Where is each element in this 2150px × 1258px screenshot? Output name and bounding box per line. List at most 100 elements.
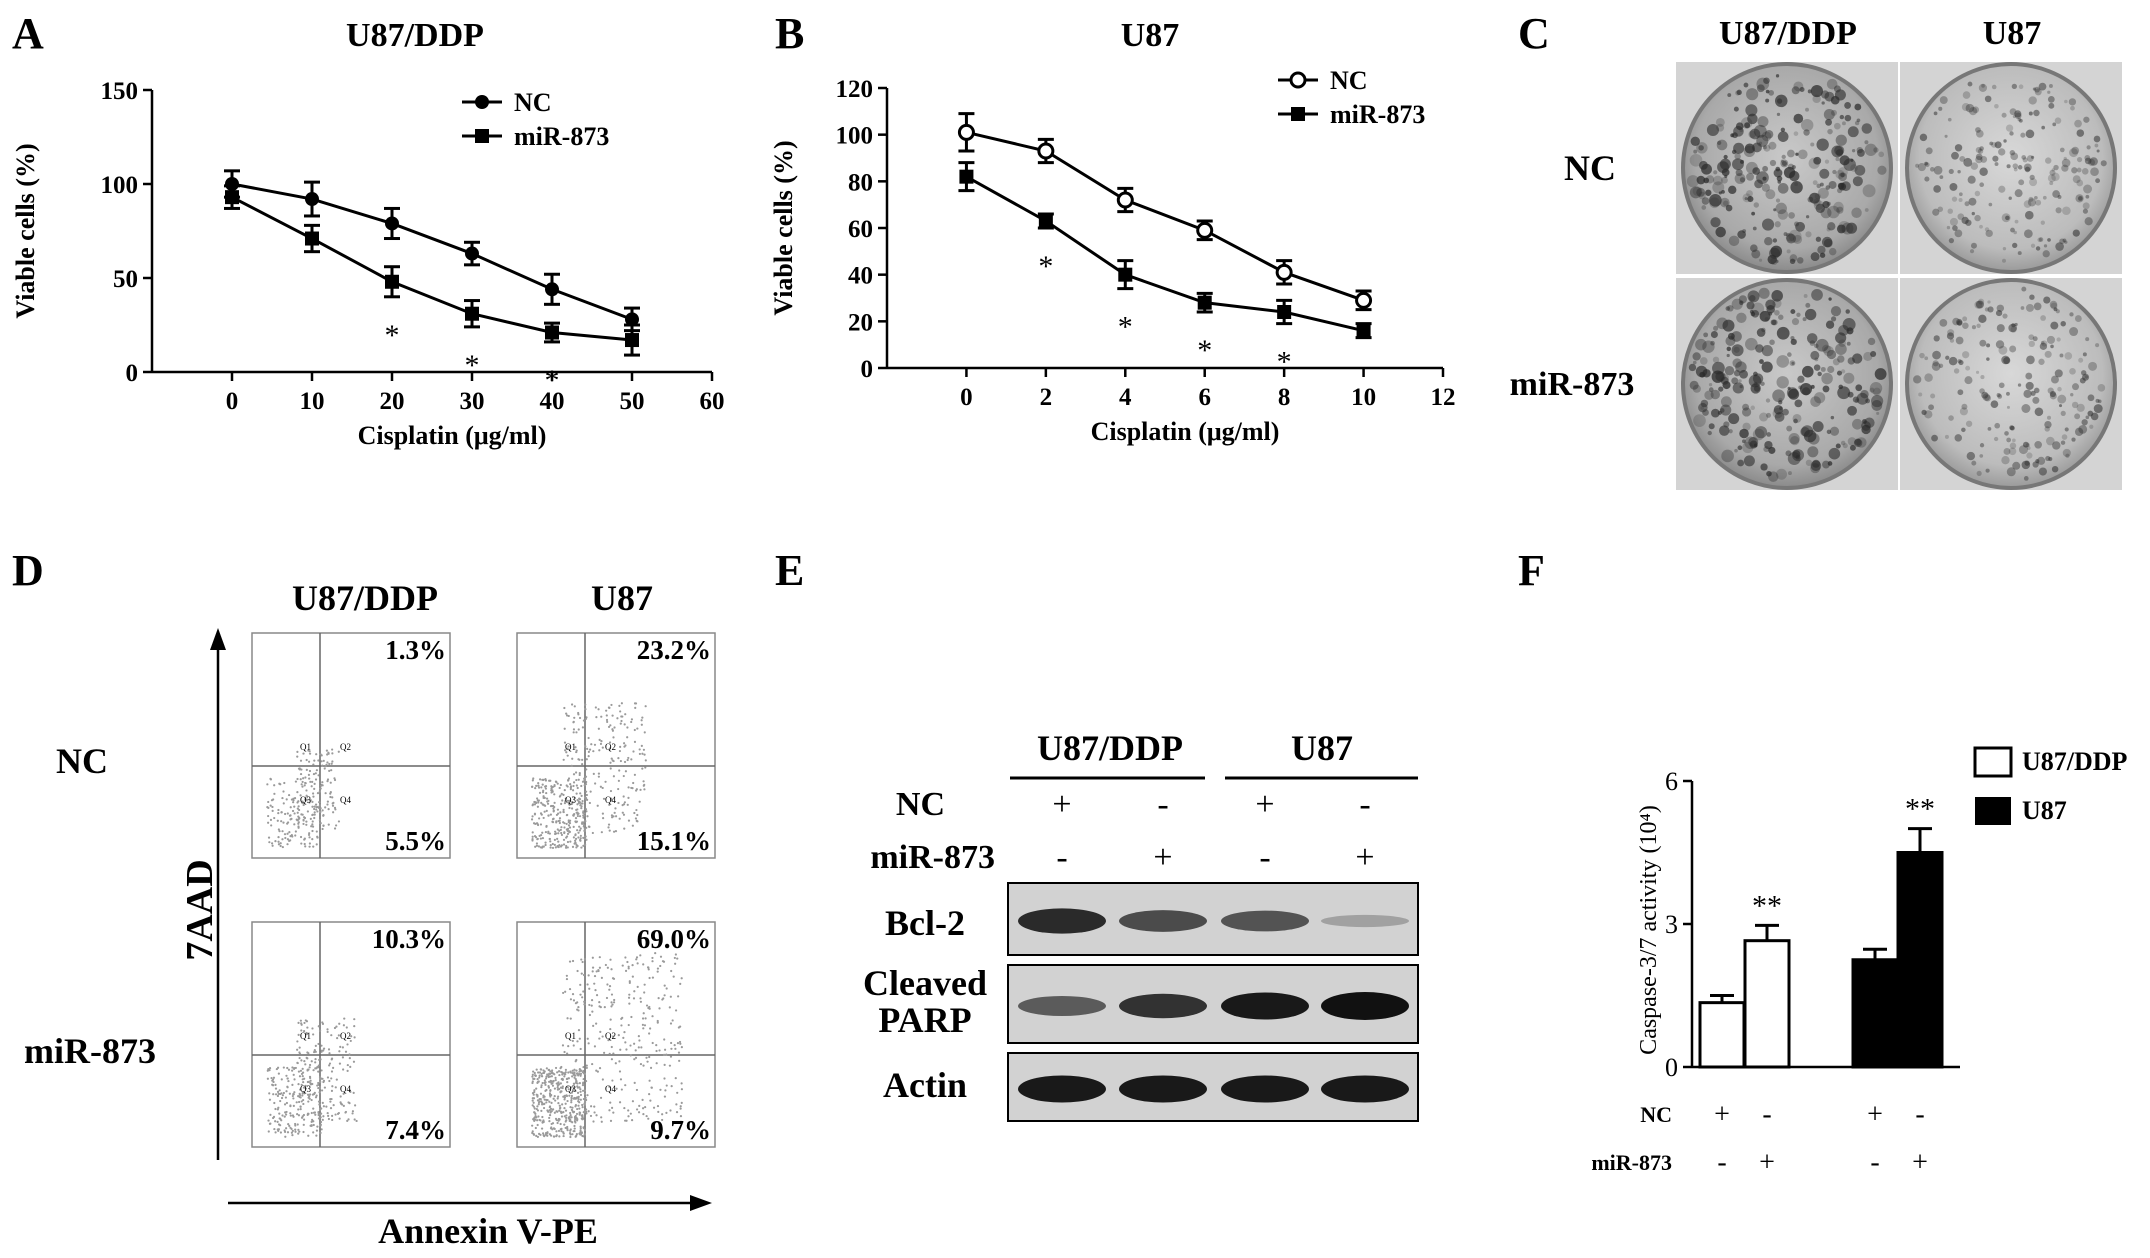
- colony: [2012, 438, 2016, 443]
- event-dot: [552, 804, 555, 808]
- colony: [1805, 215, 1810, 219]
- event-dot: [668, 1064, 672, 1067]
- colony: [2057, 386, 2062, 392]
- event-dot: [641, 767, 644, 770]
- data-point: [545, 325, 559, 340]
- colony: [2005, 215, 2010, 221]
- event-dot: [566, 747, 569, 750]
- colony: [1878, 151, 1885, 158]
- event-dot: [624, 713, 627, 716]
- event-dot: [280, 1096, 284, 1100]
- colony: [1924, 410, 1933, 419]
- colony: [1802, 387, 1811, 396]
- colony: [1744, 122, 1751, 129]
- colony: [1752, 373, 1764, 384]
- event-dot: [571, 1072, 574, 1075]
- event-dot: [316, 1125, 319, 1128]
- event-dot: [646, 1060, 649, 1063]
- event-dot: [353, 1036, 356, 1039]
- event-dot: [571, 1075, 574, 1078]
- event-dot: [610, 1106, 614, 1109]
- event-dot: [598, 1005, 601, 1008]
- event-dot: [601, 786, 604, 790]
- colony: [1788, 212, 1795, 219]
- event-dot: [348, 1053, 351, 1056]
- column-label: U87/DDP: [1719, 15, 1857, 52]
- event-dot: [328, 769, 331, 772]
- data-point: [1275, 263, 1293, 281]
- event-dot: [625, 1048, 628, 1051]
- colony: [1930, 167, 1935, 172]
- colony: [2078, 424, 2088, 434]
- event-dot: [322, 1115, 325, 1118]
- colony: [1832, 358, 1840, 366]
- event-dot: [311, 800, 314, 803]
- flow-plot-frame: [251, 921, 451, 1148]
- colony: [1838, 384, 1844, 390]
- protein-band: [1321, 1075, 1409, 1103]
- colony: [1703, 332, 1709, 338]
- event-dot: [305, 820, 308, 823]
- event-dot: [531, 815, 534, 818]
- colony: [1962, 316, 1968, 322]
- event-dot: [317, 1025, 320, 1028]
- event-dot: [337, 750, 340, 753]
- colony: [1825, 118, 1832, 126]
- colony: [1759, 310, 1771, 322]
- event-dot: [531, 831, 534, 834]
- colony: [1693, 149, 1698, 154]
- event-dot: [680, 1082, 683, 1085]
- event-dot: [300, 1100, 303, 1103]
- event-dot: [569, 1111, 572, 1115]
- colony: [1919, 133, 1928, 142]
- colony: [2023, 200, 2032, 208]
- event-dot: [267, 821, 270, 824]
- event-dot: [325, 749, 329, 752]
- event-dot: [590, 1004, 593, 1007]
- event-dot: [641, 1017, 645, 1020]
- event-dot: [349, 1090, 352, 1093]
- colony: [2027, 198, 2037, 207]
- event-dot: [535, 842, 539, 845]
- event-dot: [582, 814, 586, 817]
- event-dot: [569, 1128, 572, 1131]
- event-dot: [544, 1077, 548, 1080]
- colony: [1760, 463, 1768, 471]
- event-dot: [593, 1111, 596, 1114]
- event-dot: [267, 806, 270, 809]
- event-dot: [572, 784, 575, 788]
- colony: [1833, 201, 1844, 213]
- colony: [2045, 455, 2051, 462]
- colony: [2049, 300, 2058, 309]
- colony: [2044, 350, 2052, 358]
- colony: [2060, 440, 2066, 445]
- event-dot: [548, 1092, 552, 1095]
- event-dot: [317, 1117, 321, 1120]
- significance-marker: *: [1118, 311, 1133, 344]
- colony: [1962, 351, 1970, 359]
- colony: [1870, 350, 1877, 358]
- event-dot: [600, 739, 603, 743]
- event-dot: [326, 1111, 329, 1115]
- event-dot: [301, 1094, 304, 1097]
- event-dot: [333, 1026, 337, 1030]
- treatment-sign: -: [1157, 786, 1168, 823]
- colony: [2035, 459, 2040, 464]
- event-dot: [563, 1115, 566, 1118]
- event-dot: [314, 1058, 317, 1061]
- event-dot: [662, 1053, 666, 1056]
- event-dot: [283, 781, 286, 785]
- event-dot: [303, 842, 306, 846]
- event-dot: [563, 822, 566, 825]
- event-dot: [273, 784, 276, 787]
- colony: [2070, 105, 2075, 111]
- colony: [2049, 169, 2056, 176]
- event-dot: [553, 785, 556, 788]
- event-dot: [611, 714, 614, 717]
- event-dot: [569, 1017, 572, 1020]
- quadrant-percentage: 23.2%: [637, 635, 711, 665]
- event-dot: [300, 768, 303, 771]
- colony: [1746, 88, 1759, 101]
- event-dot: [321, 1118, 324, 1121]
- colony: [1728, 413, 1740, 425]
